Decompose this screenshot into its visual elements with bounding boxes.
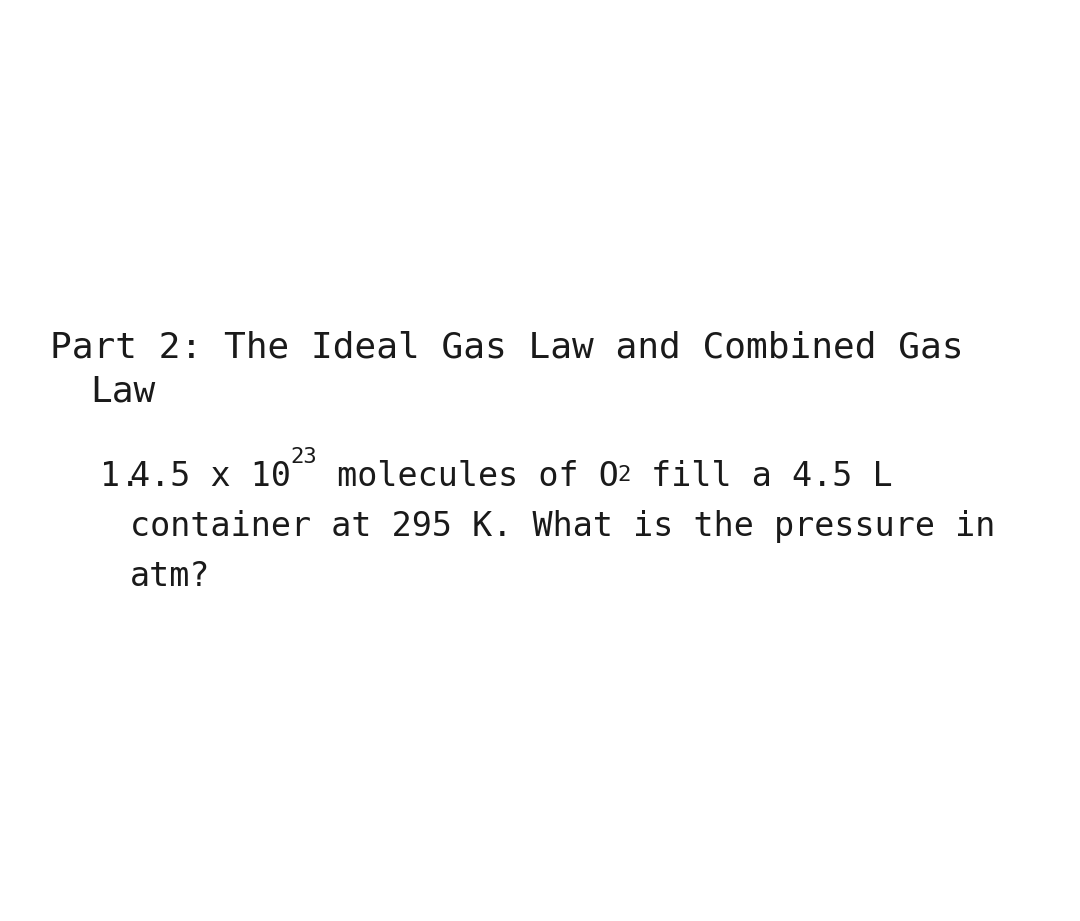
Text: Law: Law xyxy=(90,375,156,409)
Text: 23: 23 xyxy=(291,447,318,467)
Text: 2: 2 xyxy=(618,465,631,485)
Text: molecules of O: molecules of O xyxy=(316,460,619,493)
Text: 1.: 1. xyxy=(100,460,140,493)
Text: container at 295 K. What is the pressure in: container at 295 K. What is the pressure… xyxy=(130,510,996,543)
Text: fill a 4.5 L: fill a 4.5 L xyxy=(631,460,892,493)
Text: atm?: atm? xyxy=(130,560,211,593)
Text: Part 2: The Ideal Gas Law and Combined Gas: Part 2: The Ideal Gas Law and Combined G… xyxy=(50,330,963,364)
Text: 4.5 x 10: 4.5 x 10 xyxy=(130,460,291,493)
